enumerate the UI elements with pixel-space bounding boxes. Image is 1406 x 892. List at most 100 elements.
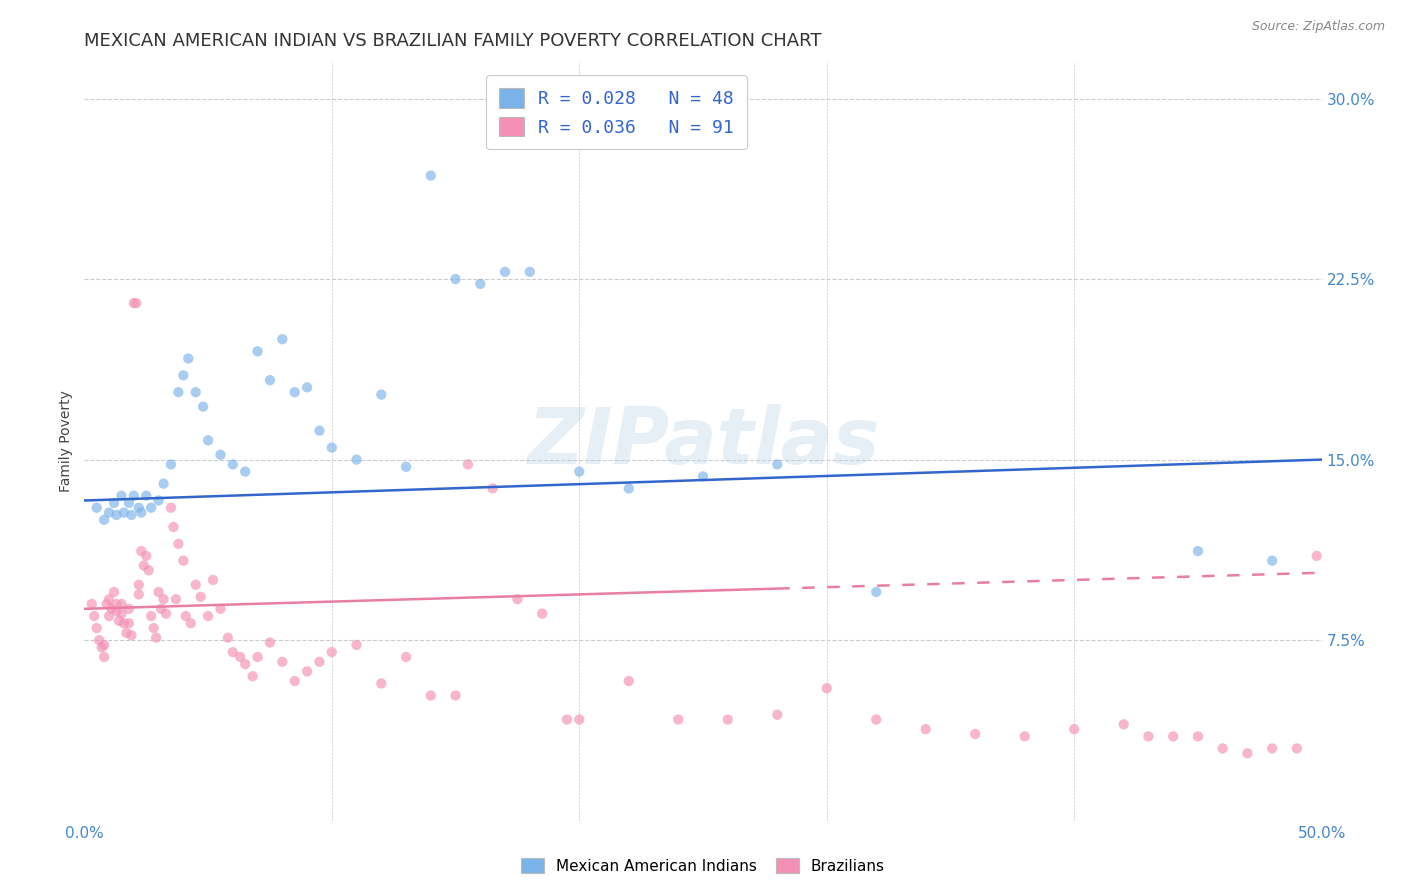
Point	[160, 500, 183, 515]
Point	[128, 587, 150, 601]
Point	[174, 609, 197, 624]
Point	[165, 592, 187, 607]
Point	[914, 722, 936, 736]
Point	[162, 520, 184, 534]
Point	[172, 554, 194, 568]
Point	[271, 332, 294, 346]
Point	[86, 621, 108, 635]
Point	[184, 578, 207, 592]
Point	[717, 713, 740, 727]
Point	[395, 459, 418, 474]
Point	[90, 640, 112, 655]
Point	[494, 265, 516, 279]
Point	[295, 380, 318, 394]
Point	[202, 573, 225, 587]
Text: ZIPatlas: ZIPatlas	[527, 403, 879, 480]
Point	[167, 385, 190, 400]
Point	[108, 614, 131, 628]
Point	[321, 645, 343, 659]
Point	[865, 713, 887, 727]
Point	[229, 650, 252, 665]
Point	[222, 458, 245, 472]
Point	[110, 597, 132, 611]
Point	[346, 452, 368, 467]
Point	[180, 616, 202, 631]
Point	[1112, 717, 1135, 731]
Point	[148, 585, 170, 599]
Point	[259, 635, 281, 649]
Text: Source: ZipAtlas.com: Source: ZipAtlas.com	[1251, 20, 1385, 33]
Point	[128, 500, 150, 515]
Point	[271, 655, 294, 669]
Point	[167, 537, 190, 551]
Legend: Mexican American Indians, Brazilians: Mexican American Indians, Brazilians	[515, 852, 891, 880]
Point	[103, 585, 125, 599]
Legend: R = 0.028   N = 48, R = 0.036   N = 91: R = 0.028 N = 48, R = 0.036 N = 91	[486, 75, 747, 149]
Point	[242, 669, 264, 683]
Point	[766, 707, 789, 722]
Point	[1212, 741, 1234, 756]
Point	[531, 607, 554, 621]
Point	[481, 482, 503, 496]
Point	[129, 544, 152, 558]
Point	[122, 296, 145, 310]
Point	[295, 665, 318, 679]
Point	[86, 500, 108, 515]
Point	[370, 676, 392, 690]
Point	[98, 609, 121, 624]
Point	[118, 496, 141, 510]
Point	[110, 607, 132, 621]
Point	[617, 673, 640, 688]
Point	[93, 650, 115, 665]
Point	[120, 508, 142, 522]
Point	[209, 602, 232, 616]
Point	[457, 458, 479, 472]
Point	[89, 633, 111, 648]
Y-axis label: Family Poverty: Family Poverty	[59, 391, 73, 492]
Point	[80, 597, 103, 611]
Point	[177, 351, 200, 366]
Point	[395, 650, 418, 665]
Point	[246, 650, 269, 665]
Point	[1187, 730, 1209, 744]
Point	[96, 597, 118, 611]
Point	[138, 563, 160, 577]
Point	[444, 272, 467, 286]
Point	[120, 628, 142, 642]
Point	[118, 602, 141, 616]
Point	[83, 609, 105, 624]
Point	[568, 713, 591, 727]
Point	[132, 558, 155, 573]
Point	[129, 506, 152, 520]
Point	[766, 458, 789, 472]
Point	[197, 609, 219, 624]
Point	[93, 638, 115, 652]
Point	[692, 469, 714, 483]
Point	[110, 489, 132, 503]
Point	[100, 602, 122, 616]
Point	[284, 385, 307, 400]
Point	[346, 638, 368, 652]
Point	[142, 621, 165, 635]
Point	[135, 489, 157, 503]
Point	[865, 585, 887, 599]
Point	[1305, 549, 1327, 563]
Point	[115, 626, 138, 640]
Point	[105, 597, 128, 611]
Point	[1261, 554, 1284, 568]
Point	[103, 496, 125, 510]
Point	[112, 506, 135, 520]
Point	[1261, 741, 1284, 756]
Point	[122, 489, 145, 503]
Point	[135, 549, 157, 563]
Point	[191, 400, 214, 414]
Point	[125, 296, 148, 310]
Point	[105, 508, 128, 522]
Point	[1187, 544, 1209, 558]
Point	[145, 631, 167, 645]
Point	[233, 465, 256, 479]
Point	[209, 448, 232, 462]
Point	[172, 368, 194, 383]
Point	[1161, 730, 1184, 744]
Point	[419, 689, 441, 703]
